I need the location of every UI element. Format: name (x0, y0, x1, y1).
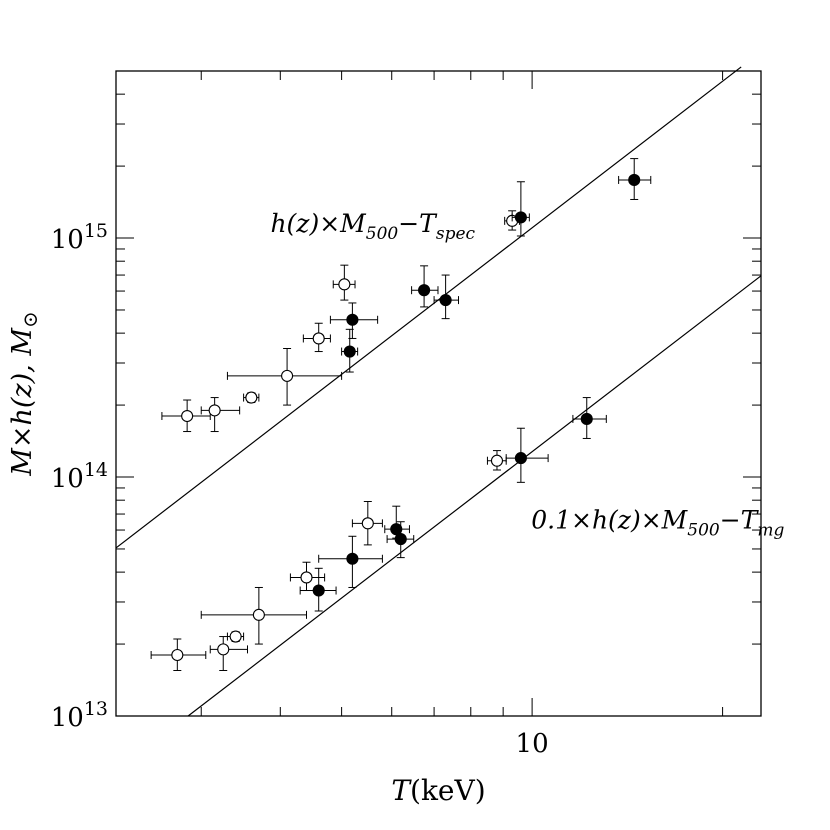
data-point (200, 397, 241, 433)
filled-marker (580, 412, 593, 425)
open-marker (300, 571, 313, 584)
filled-marker (343, 345, 356, 358)
data-point (351, 500, 383, 546)
data-point (318, 535, 383, 588)
filled-marker (346, 552, 359, 565)
data-point (384, 505, 410, 539)
filled-marker (514, 452, 527, 465)
open-marker (171, 648, 184, 662)
series-annotation-2: 0.1×h(z)×M500−Tmg (531, 505, 784, 540)
data-point (618, 158, 652, 200)
y-tick-label: 1013 (51, 698, 108, 733)
open-marker (252, 608, 265, 621)
data-point (226, 630, 245, 643)
data-point (572, 397, 607, 439)
x-axis-label: T(keV) (391, 774, 485, 807)
data-point (486, 450, 507, 471)
open-marker (312, 332, 325, 345)
x-tick-label: 10 (516, 729, 549, 759)
data-point (332, 264, 356, 301)
y-axis-label: M×h(z), M⊙ (7, 311, 42, 477)
axis-ticks (116, 70, 761, 717)
open-marker (208, 404, 221, 417)
data-point (200, 586, 307, 645)
data-point (302, 322, 331, 353)
filled-marker (418, 284, 431, 297)
data-point (161, 399, 211, 433)
y-tick-label: 1014 (51, 459, 108, 494)
y-tick-label: 1015 (51, 220, 108, 255)
series-annotations: h(z)×M500−Tspec 0.1×h(z)×M500−Tmg (270, 209, 784, 540)
data-point (150, 638, 207, 672)
data-point (505, 427, 549, 483)
open-marker (338, 278, 351, 291)
data-point (299, 567, 337, 612)
data-point (511, 181, 530, 237)
fit-line-2 (187, 275, 762, 717)
open-marker (490, 454, 504, 467)
open-marker (245, 391, 258, 404)
open-marker (361, 517, 374, 530)
filled-marker (439, 294, 452, 307)
open-marker (217, 643, 230, 656)
data-point (341, 328, 359, 373)
filled-marker (390, 523, 403, 536)
series-annotation-1: h(z)×M500−Tspec (270, 209, 475, 244)
filled-marker (394, 533, 407, 546)
open-marker (229, 630, 242, 643)
open-marker (281, 369, 294, 382)
plot-frame (115, 70, 762, 717)
filled-marker (346, 313, 359, 326)
open-marker (181, 409, 194, 423)
data-point (329, 302, 379, 339)
filled-marker (312, 584, 325, 597)
filled-marker (514, 211, 527, 224)
axis-labels: 10 1013 1014 1015 T(keV) M×h(z), M⊙ (7, 220, 549, 807)
data-point (411, 265, 439, 308)
fit-line-1 (115, 66, 742, 549)
data-point (433, 274, 459, 320)
fit-lines (115, 66, 762, 717)
data-point (226, 347, 343, 406)
data-point (243, 391, 260, 404)
data-points (150, 158, 652, 672)
data-point (209, 636, 248, 672)
data-point (386, 521, 415, 559)
filled-marker (628, 173, 641, 187)
